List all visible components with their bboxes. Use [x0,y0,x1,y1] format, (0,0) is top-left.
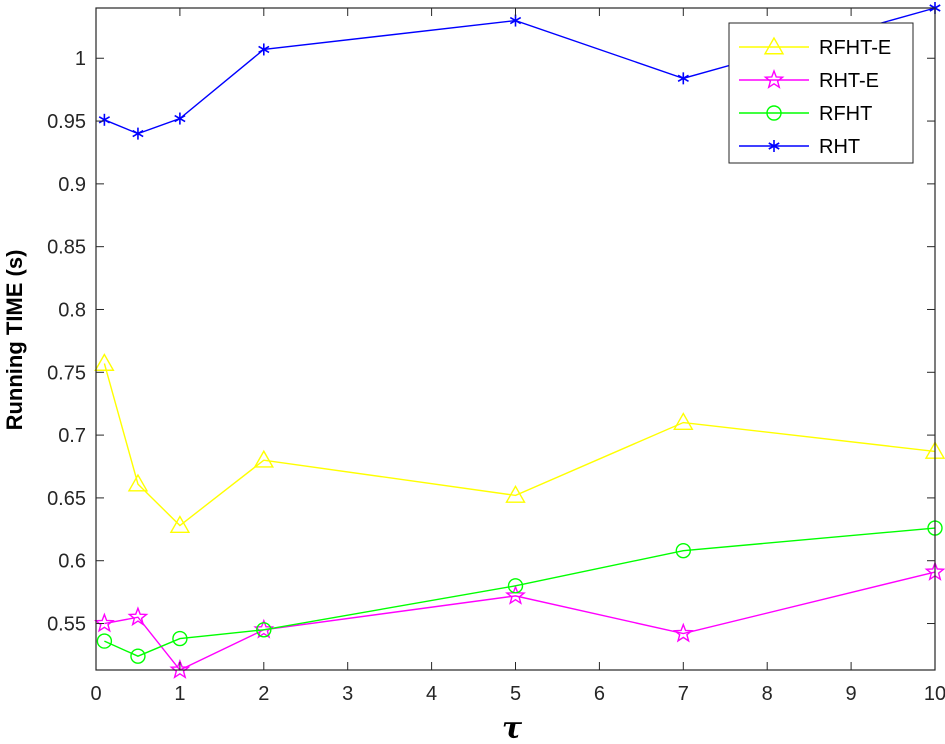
legend-marker [766,105,782,121]
y-tick-label: 0.9 [58,174,86,196]
legend-label: RFHT [819,103,872,125]
legend: RFHT-E RHT-E RFHT RHT [728,22,914,164]
y-tick-label: 0.6 [58,551,86,573]
y-tick-label: 0.55 [47,614,86,636]
y-tick-label: 0.85 [47,237,86,259]
legend-label: RHT [819,136,860,158]
data-point-rht [509,14,522,27]
data-point-rht-e [93,612,115,633]
legend-label: RHT-E [819,70,879,92]
data-point-rfht [507,578,524,594]
x-tick-label: 9 [846,683,857,705]
x-tick-label: 5 [510,683,521,705]
legend-item-rfht: RFHT [739,103,872,125]
data-point-rfht-e [505,484,526,503]
legend-label: RFHT-E [819,37,891,59]
series-line-rfht-e [103,363,936,527]
data-point-rfht [675,542,691,559]
x-axis-title: τ [502,711,523,744]
data-point-rfht-e [94,353,115,371]
data-point-rfht-e [127,473,149,492]
data-point-rfht [96,633,113,649]
axes-layer: 0 1 2 3 4 5 6 7 8 9 10 0.55 0.6 0.65 0.7 0.75 0.8 0.85 0.9… [47,7,945,705]
data-point-rfht [256,622,272,638]
x-tick-label: 4 [426,683,437,705]
y-tick-label: 0.8 [58,299,86,321]
y-tick-label: 0.95 [47,111,86,133]
data-point-rfht [172,630,188,647]
data-point-rht-e [169,659,191,679]
data-point-rfht-e [169,515,191,533]
legend-item-rht-e: RHT-E [739,69,879,92]
data-point-rfht-e [673,412,694,430]
y-tick-label: 0.75 [47,362,86,384]
x-tick-label: 1 [174,683,185,705]
legend-item-rht: RHT [739,136,860,158]
data-point-rht-e [672,622,694,643]
y-tick-label: 1 [75,48,86,70]
legend-marker [763,36,785,55]
data-point-rht [132,127,144,140]
x-tick-label: 7 [678,683,689,705]
legend-item-rfht-e: RFHT-E [739,36,891,59]
x-tick-label: 3 [342,683,353,705]
data-point-rht [98,113,111,126]
legend-marker [768,140,780,152]
y-tick-label: 0.7 [58,425,86,447]
y-tick-label: 0.65 [47,488,86,510]
data-point-rht [174,112,186,125]
data-point-rht [258,43,270,56]
x-tick-label: 2 [258,683,269,705]
y-axis-title: Running TIME (s) [2,250,27,431]
data-point-rht-e [505,584,526,605]
data-point-rht [677,72,689,85]
series-layer [93,2,945,679]
legend-marker [763,69,785,89]
data-point-rfht [130,648,146,664]
x-tick-label: 8 [762,683,773,705]
x-tick-label: 10 [924,683,945,705]
data-point-rht-e [127,606,149,627]
x-tick-label: 6 [594,683,605,705]
x-tick-label: 0 [90,683,101,705]
data-point-rfht-e [253,449,275,468]
series-line-rfht [104,527,936,657]
